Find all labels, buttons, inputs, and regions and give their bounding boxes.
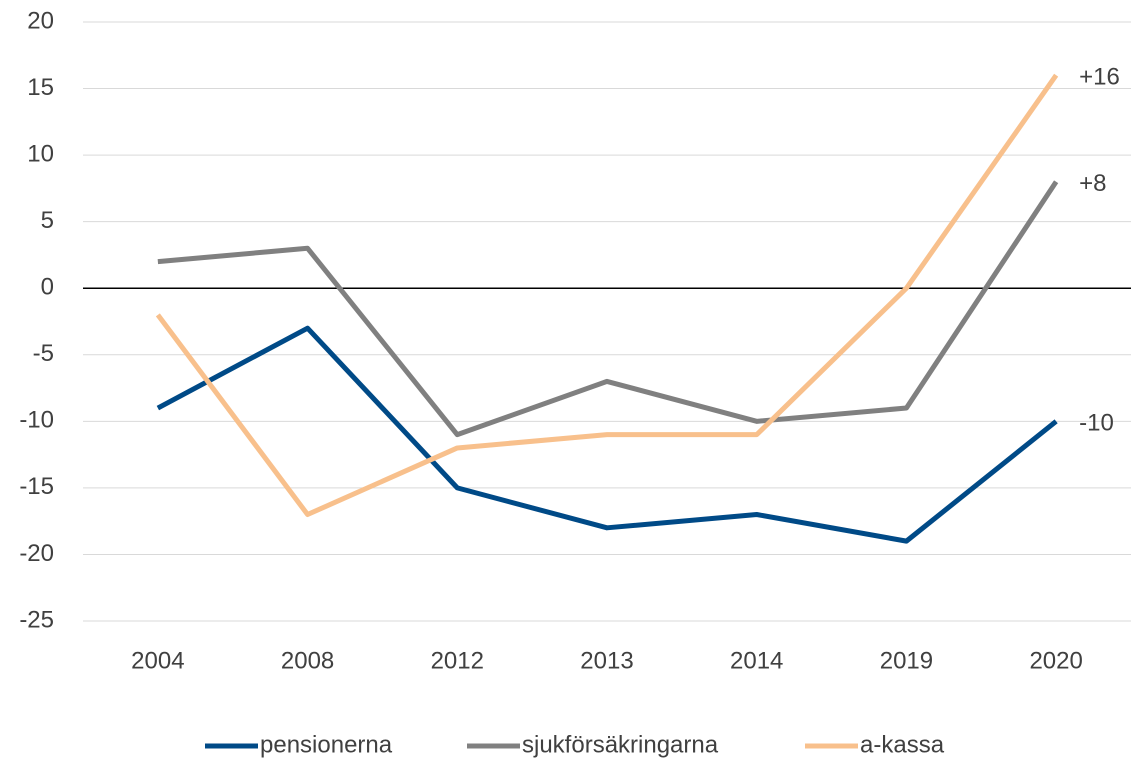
data-label: -10 [1079,410,1114,437]
x-tick-label: 2012 [431,647,484,674]
data-label: +8 [1079,170,1106,197]
y-tick-label: -25 [19,606,54,633]
y-tick-label: 15 [27,74,54,101]
y-tick-label: 0 [41,274,54,301]
y-tick-label: -10 [19,407,54,434]
series-line [155,73,1059,518]
series-line [156,325,1058,544]
y-tick-label: -5 [33,340,54,367]
series-line [157,180,1059,438]
x-tick-label: 2004 [131,647,184,674]
data-label: +16 [1079,64,1120,91]
x-tick-label: 2008 [281,647,334,674]
x-tick-label: 2019 [880,647,933,674]
x-tick-label: 2020 [1029,647,1082,674]
y-tick-label: -15 [19,473,54,500]
y-tick-label: 20 [27,7,54,34]
legend-label: sjukförsäkringarna [522,731,719,758]
x-tick-label: 2013 [580,647,633,674]
y-tick-label: -20 [19,540,54,567]
y-tick-label: 10 [27,140,54,167]
legend-label: pensionerna [260,731,393,758]
y-tick-label: 5 [41,207,54,234]
legend-label: a-kassa [860,731,945,758]
x-tick-label: 2014 [730,647,783,674]
